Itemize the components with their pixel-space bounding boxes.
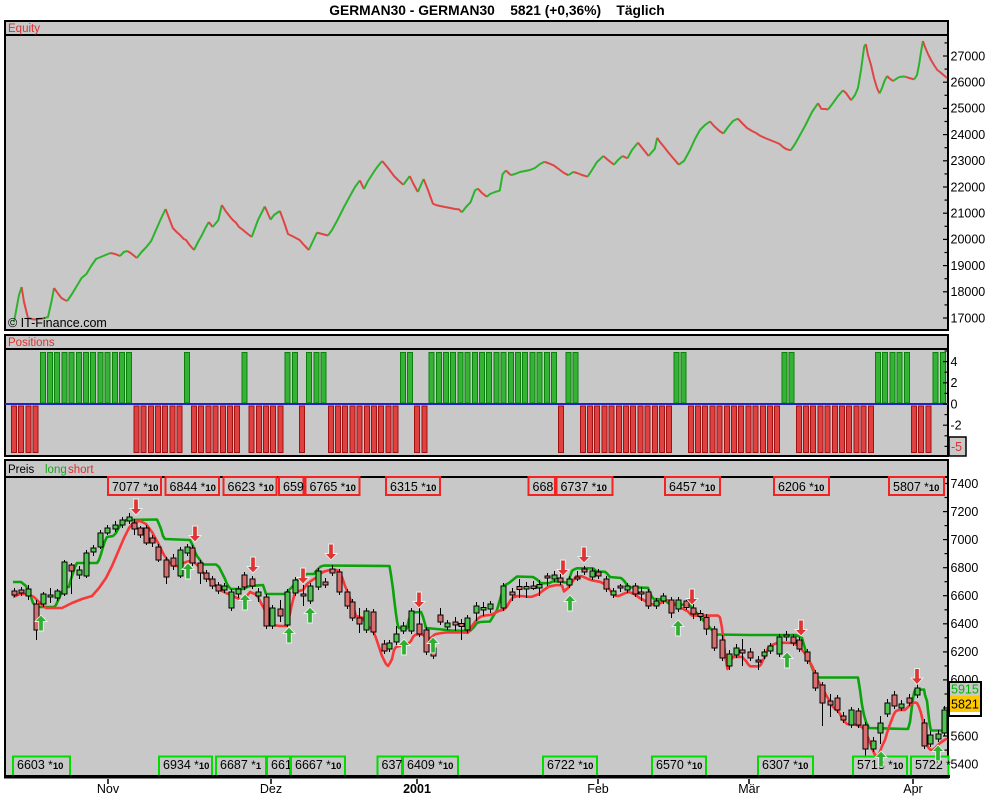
svg-text:-5: -5 bbox=[951, 440, 962, 454]
svg-text:5821: 5821 bbox=[951, 698, 979, 712]
svg-text:24000: 24000 bbox=[951, 128, 986, 142]
svg-text:6596: 6596 bbox=[283, 480, 311, 494]
svg-text:5600: 5600 bbox=[951, 729, 979, 743]
svg-text:© IT-Finance.com: © IT-Finance.com bbox=[8, 316, 107, 330]
svg-text:Feb: Feb bbox=[587, 782, 609, 796]
svg-text:17000: 17000 bbox=[951, 311, 986, 325]
svg-text:6934 *10: 6934 *10 bbox=[163, 758, 209, 772]
svg-text:2001: 2001 bbox=[403, 782, 431, 796]
svg-text:6667 *10: 6667 *10 bbox=[295, 758, 341, 772]
svg-text:6844 *10: 6844 *10 bbox=[170, 480, 216, 494]
svg-text:6600: 6600 bbox=[951, 589, 979, 603]
svg-text:long: long bbox=[45, 464, 67, 476]
svg-text:7400: 7400 bbox=[951, 477, 979, 491]
svg-text:6800: 6800 bbox=[951, 561, 979, 575]
svg-text:6722 *10: 6722 *10 bbox=[547, 758, 593, 772]
svg-text:5400: 5400 bbox=[951, 757, 979, 771]
svg-text:6457 *10: 6457 *10 bbox=[669, 480, 715, 494]
svg-text:23000: 23000 bbox=[951, 154, 986, 168]
svg-text:7000: 7000 bbox=[951, 533, 979, 547]
svg-text:20000: 20000 bbox=[951, 233, 986, 247]
svg-text:5722 *: 5722 * bbox=[915, 758, 951, 772]
svg-text:6307 *10: 6307 *10 bbox=[762, 758, 808, 772]
svg-text:22000: 22000 bbox=[951, 180, 986, 194]
svg-text:2: 2 bbox=[951, 376, 958, 390]
svg-text:6570 *10: 6570 *10 bbox=[656, 758, 702, 772]
svg-text:short: short bbox=[68, 464, 94, 476]
svg-text:19000: 19000 bbox=[951, 259, 986, 273]
svg-text:Dez: Dez bbox=[260, 782, 282, 796]
svg-text:6409 *10: 6409 *10 bbox=[407, 758, 453, 772]
svg-text:6737 *10: 6737 *10 bbox=[561, 480, 607, 494]
svg-text:Nov: Nov bbox=[97, 782, 120, 796]
svg-text:6687 *1: 6687 *1 bbox=[220, 758, 262, 772]
svg-text:6765 *10: 6765 *10 bbox=[310, 480, 356, 494]
svg-text:6603 *10: 6603 *10 bbox=[17, 758, 63, 772]
svg-text:6623 *10: 6623 *10 bbox=[228, 480, 274, 494]
svg-text:5915: 5915 bbox=[951, 683, 979, 697]
svg-text:7200: 7200 bbox=[951, 505, 979, 519]
svg-text:5807 *10: 5807 *10 bbox=[893, 480, 939, 494]
svg-text:25000: 25000 bbox=[951, 102, 986, 116]
svg-text:6206 *10: 6206 *10 bbox=[778, 480, 824, 494]
svg-text:7077 *10: 7077 *10 bbox=[112, 480, 158, 494]
svg-text:6400: 6400 bbox=[951, 617, 979, 631]
svg-text:661: 661 bbox=[271, 758, 292, 772]
svg-text:Equity: Equity bbox=[8, 23, 40, 35]
svg-text:668: 668 bbox=[533, 480, 554, 494]
svg-text:4: 4 bbox=[951, 355, 958, 369]
svg-text:6315 *10: 6315 *10 bbox=[390, 480, 436, 494]
svg-text:Mär: Mär bbox=[738, 782, 760, 796]
svg-text:6200: 6200 bbox=[951, 645, 979, 659]
svg-text:Positions: Positions bbox=[8, 337, 55, 349]
svg-text:27000: 27000 bbox=[951, 49, 986, 63]
svg-text:0: 0 bbox=[951, 397, 958, 411]
svg-text:26000: 26000 bbox=[951, 76, 986, 90]
svg-text:-2: -2 bbox=[951, 419, 962, 433]
svg-text:GERMAN30 - GERMAN30 5821 (+: GERMAN30 - GERMAN30 5821 (+0,36%) Täglic… bbox=[329, 3, 664, 18]
svg-text:Apr: Apr bbox=[903, 782, 922, 796]
svg-text:18000: 18000 bbox=[951, 285, 986, 299]
svg-text:21000: 21000 bbox=[951, 207, 986, 221]
svg-text:Preis: Preis bbox=[8, 464, 34, 476]
